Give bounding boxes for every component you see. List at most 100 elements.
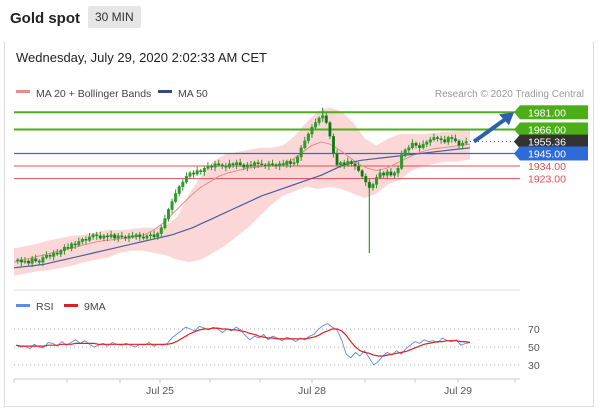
candle-body (270, 163, 274, 166)
rsi-series-rsi (15, 323, 471, 366)
candle-body (245, 164, 249, 168)
candle-body (210, 165, 214, 168)
ma20-line (13, 141, 471, 263)
candle-body (95, 234, 99, 237)
candle-body (27, 260, 31, 264)
candle-body (314, 122, 318, 128)
candle-body (321, 115, 325, 119)
candle-body (220, 164, 224, 167)
candle-body (34, 258, 38, 262)
candle-body (296, 156, 300, 163)
moving-averages (13, 141, 471, 269)
ma20-legend-swatch (16, 90, 30, 93)
candle-body (306, 133, 310, 142)
candle-body (385, 171, 389, 176)
candle-body (30, 258, 34, 264)
forecast-arrow (472, 112, 514, 144)
candle-body (123, 236, 127, 239)
candle-body (382, 172, 386, 176)
candle-body (439, 138, 443, 140)
candle-body (436, 137, 440, 139)
candle-body (292, 162, 296, 165)
datetime-label: Wednesday, July 29, 2020 2:02:33 AM CET (16, 50, 267, 65)
candle-body (156, 233, 160, 238)
candle-body (199, 170, 203, 173)
candle-body (202, 168, 206, 173)
rsi-tick-30: 30 (528, 360, 540, 372)
level-tag-label-2: 1955.36 (528, 137, 566, 149)
candle-body (410, 142, 414, 149)
candle-body (116, 235, 120, 239)
candle-body (331, 136, 335, 154)
candle-body (227, 163, 231, 168)
level-tags: 1981.00 1966.001955.361945.001934.001923.… (514, 105, 588, 186)
candle-body (192, 172, 196, 175)
candle-body (464, 141, 468, 144)
candle-body (267, 163, 271, 167)
candle-body (346, 161, 350, 166)
level-tag-label-5: 1923.00 (528, 174, 566, 186)
candle-body (141, 236, 145, 239)
forecast-arrow-head (499, 112, 514, 126)
candle-body (120, 235, 124, 238)
credit-label: Research © 2020 Trading Central (435, 89, 584, 100)
candle-body (174, 193, 178, 202)
candle-body (181, 181, 185, 187)
candle-body (339, 162, 343, 166)
candle-body (188, 172, 192, 177)
candle-body (91, 234, 95, 238)
candle-body (88, 236, 92, 241)
candle-body (421, 144, 425, 149)
rsi-panel: 70 50 30 (14, 323, 540, 372)
candle-body (364, 176, 368, 183)
bollinger-band-fill (14, 107, 470, 276)
candle-body (235, 162, 239, 166)
x-tick-label: Jul 25 (146, 385, 174, 397)
candle-body (217, 163, 221, 166)
candle-body (52, 252, 56, 257)
candle-body (446, 137, 450, 143)
ma50-line (13, 147, 471, 269)
candle-body (224, 165, 228, 168)
candle-body (357, 165, 361, 171)
candle-body (375, 177, 379, 185)
candle-body (206, 165, 210, 169)
timeframe-badge[interactable]: 30 MIN (88, 6, 141, 28)
rsi-legend-swatch (16, 304, 30, 307)
rsi-tick-70: 70 (528, 324, 540, 336)
level-tag-label-1: 1966.00 (528, 124, 566, 136)
level-tag-bg-1 (520, 122, 588, 137)
candle-body (310, 126, 314, 135)
candle-body (396, 168, 400, 174)
candle-body (281, 163, 285, 166)
rsi-tick-50: 50 (528, 342, 540, 354)
candle-body (163, 218, 167, 229)
candle-body (335, 153, 339, 166)
x-axis: Jul 25 Jul 28 Jul 29 (13, 379, 516, 397)
instrument-title: Gold spot (10, 10, 80, 27)
candle-body (37, 260, 41, 263)
candle-body (371, 184, 375, 189)
candle-body (184, 176, 188, 183)
candle-body (134, 234, 138, 238)
candle-body (418, 145, 422, 148)
candle-body (80, 239, 84, 242)
candle-body (457, 140, 461, 146)
candle-body (453, 138, 457, 142)
candle-body (19, 259, 23, 263)
candle-body (66, 247, 70, 249)
price-levels (14, 111, 520, 180)
candle-body (77, 241, 81, 246)
forecast-arrow-shaft (472, 115, 510, 144)
candle-body (414, 142, 418, 146)
candle-body (98, 235, 102, 239)
candle-body (102, 235, 106, 239)
candle-body (428, 139, 432, 143)
candle-body (285, 161, 289, 166)
candle-body (138, 234, 142, 238)
candle-body (238, 162, 242, 166)
candle-body (249, 164, 253, 167)
x-tick-label: Jul 29 (444, 385, 472, 397)
candlesticks (16, 107, 468, 268)
